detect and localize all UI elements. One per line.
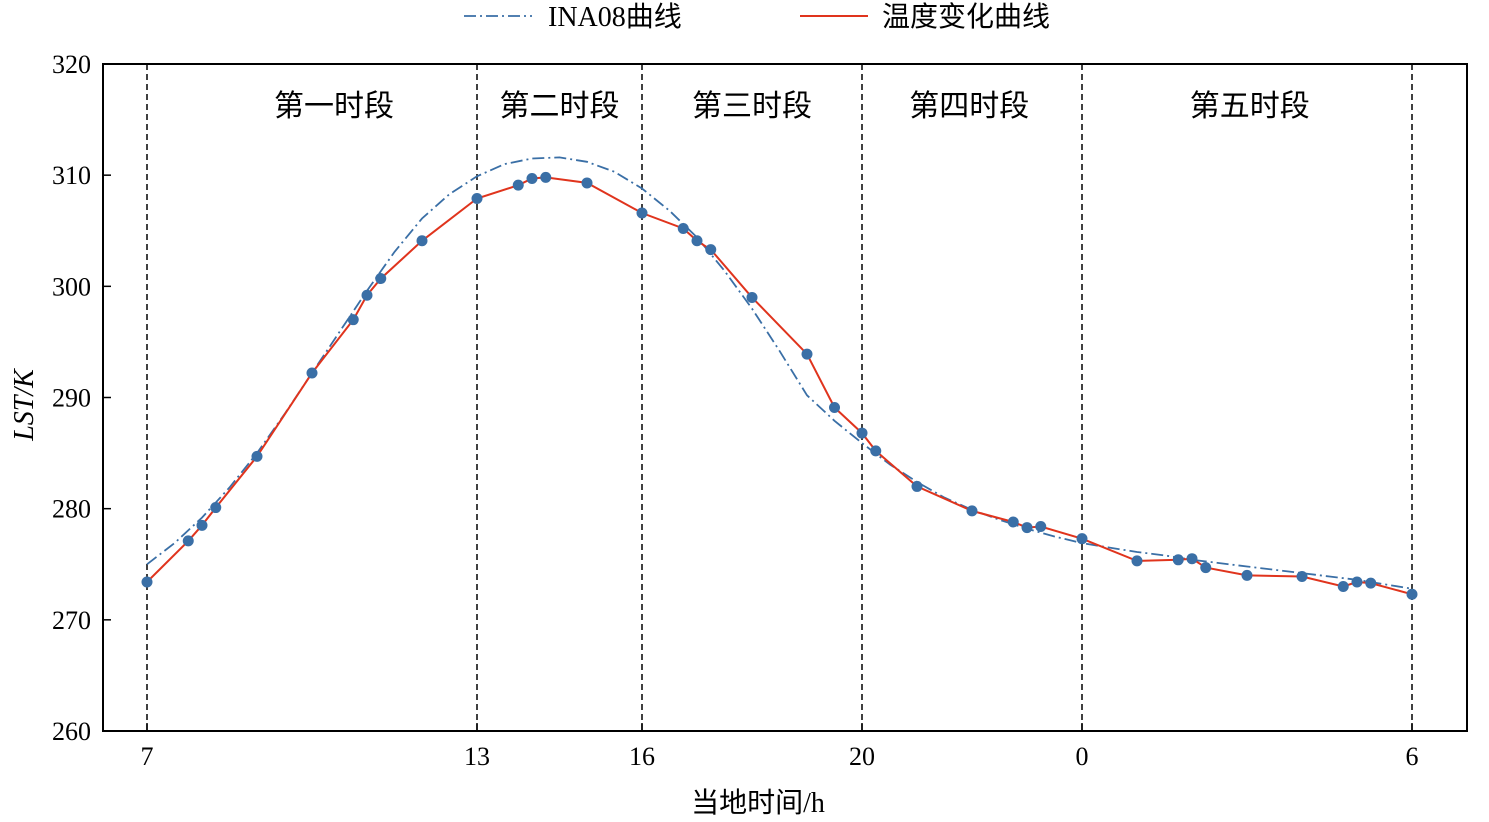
temperature-curve — [146, 176, 1413, 596]
plot-frame — [102, 63, 1468, 732]
x-tick-label-5: 6 — [1406, 742, 1419, 771]
temperature-point — [1241, 569, 1253, 581]
temperature-point — [1007, 516, 1019, 528]
temperature-point — [375, 273, 387, 285]
temperature-point — [636, 207, 648, 219]
temperature-point — [870, 445, 882, 457]
temperature-point — [1021, 522, 1033, 534]
y-axis: 260 270 280 290 300 310 320 — [52, 50, 111, 746]
temperature-point — [361, 289, 373, 301]
x-axis: 7 13 16 20 0 6 — [141, 723, 1419, 771]
temperature-point — [1131, 555, 1143, 567]
temperature-point — [746, 291, 758, 303]
y-tick-label-0: 260 — [52, 717, 91, 746]
y-tick-label-6: 320 — [52, 50, 91, 79]
period-label-2: 第二时段 — [500, 90, 620, 123]
temperature-point — [512, 179, 524, 191]
x-tick-label-4: 0 — [1076, 742, 1089, 771]
temperature-point — [691, 235, 703, 247]
temperature-point — [1035, 520, 1047, 532]
temperature-point — [1365, 577, 1377, 589]
temperature-point — [141, 576, 153, 588]
temperature-point — [471, 193, 483, 205]
x-tick-label-1: 13 — [464, 742, 490, 771]
y-tick-label-5: 310 — [52, 161, 91, 190]
temperature-point — [416, 235, 428, 247]
period-label-1: 第一时段 — [274, 90, 394, 123]
y-tick-label-2: 280 — [52, 495, 91, 524]
legend-temperature-label: 温度变化曲线 — [882, 1, 1050, 33]
temperature-point — [182, 535, 194, 547]
temperature-point — [210, 502, 222, 514]
temperature-point — [677, 223, 689, 235]
temperature-point — [251, 450, 263, 462]
temperature-point — [801, 348, 813, 360]
temperature-point — [306, 367, 318, 379]
y-axis-title: LST/K — [9, 368, 40, 442]
y-tick-label-1: 270 — [52, 606, 91, 635]
period-boundaries — [146, 64, 1413, 731]
y-tick-label-3: 290 — [52, 384, 91, 413]
temperature-point — [705, 244, 717, 256]
temperature-point — [1200, 562, 1212, 574]
temperature-point — [581, 177, 593, 189]
y-tick-label-4: 300 — [52, 272, 91, 301]
period-label-4: 第四时段 — [909, 90, 1029, 123]
temperature-markers — [141, 171, 1418, 600]
ina08-curve — [146, 156, 1413, 590]
legend: INA08曲线 温度变化曲线 — [464, 1, 1050, 33]
temperature-point — [1076, 533, 1088, 545]
temperature-point — [1186, 553, 1198, 565]
temperature-point — [911, 480, 923, 492]
x-axis-title: 当地时间/h — [691, 787, 825, 819]
period-label-3: 第三时段 — [692, 90, 812, 123]
legend-ina08-label: INA08曲线 — [548, 1, 682, 33]
temperature-point — [196, 519, 208, 531]
x-tick-label-2: 16 — [629, 742, 655, 771]
temperature-point — [966, 505, 978, 517]
temperature-point — [829, 402, 840, 414]
temperature-point — [1296, 570, 1308, 582]
temperature-point — [1172, 554, 1184, 566]
temperature-point — [1337, 580, 1349, 592]
temperature-point — [1406, 588, 1418, 600]
x-tick-label-3: 20 — [849, 742, 875, 771]
period-labels: 第一时段 第二时段 第三时段 第四时段 第五时段 — [274, 90, 1310, 123]
temperature-point — [1351, 576, 1363, 588]
x-tick-label-0: 7 — [141, 742, 154, 771]
temperature-point — [526, 173, 538, 185]
temperature-point — [347, 314, 359, 326]
temperature-point — [540, 171, 552, 183]
temperature-point — [856, 427, 868, 439]
period-label-5: 第五时段 — [1190, 90, 1310, 123]
